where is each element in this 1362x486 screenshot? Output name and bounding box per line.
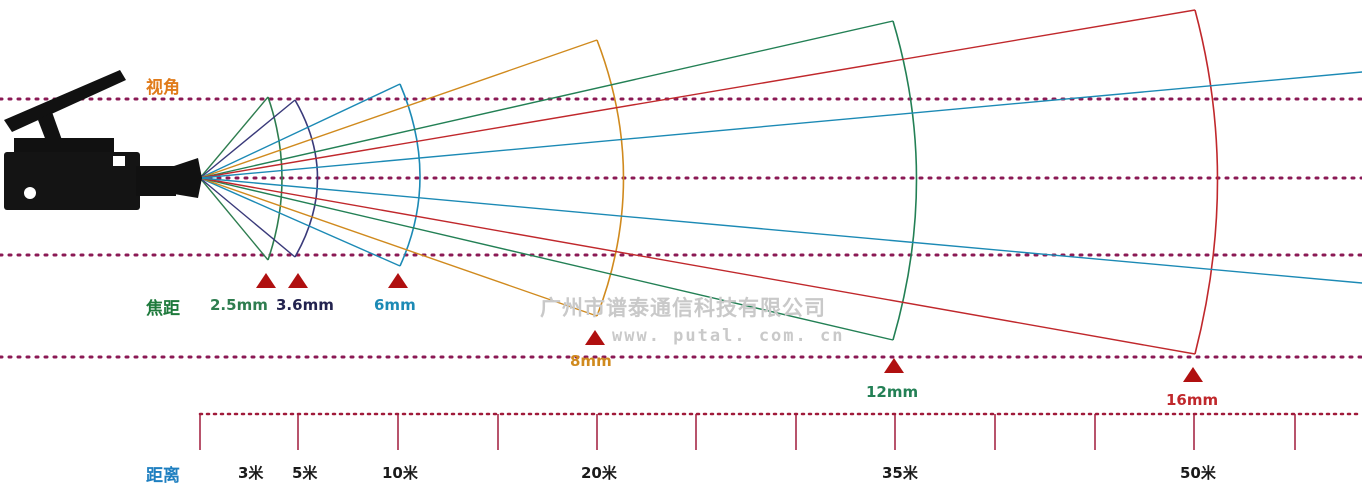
cone-8mm bbox=[199, 39, 625, 317]
distance-10m: 10米 bbox=[382, 464, 418, 482]
focal-length-label: 焦距 bbox=[146, 299, 180, 319]
focal-markers bbox=[256, 273, 1203, 382]
camera-icon bbox=[4, 70, 202, 210]
watermark-company: 广州市谱泰通信科技有限公司 bbox=[540, 296, 826, 320]
distance-5m: 5米 bbox=[292, 464, 318, 482]
marker-12mm bbox=[884, 358, 904, 373]
distance-ruler bbox=[198, 412, 1362, 450]
focal-label-3.6mm: 3.6mm bbox=[276, 296, 334, 314]
long-rays bbox=[199, 71, 1362, 284]
marker-6mm bbox=[388, 273, 408, 288]
fov-cones bbox=[199, 9, 1362, 355]
distance-35m: 35米 bbox=[882, 464, 918, 482]
distance-50m: 50米 bbox=[1180, 464, 1216, 482]
distance-3m: 3米 bbox=[238, 464, 264, 482]
focal-label-12mm: 12mm bbox=[866, 383, 919, 401]
view-angle-label: 视角 bbox=[146, 78, 180, 98]
distance-label: 距离 bbox=[146, 466, 180, 486]
guide-lines bbox=[0, 97, 1362, 359]
focal-label-6mm: 6mm bbox=[374, 296, 416, 314]
focal-label-16mm: 16mm bbox=[1166, 391, 1219, 409]
distance-20m: 20米 bbox=[581, 464, 617, 482]
cone-12mm bbox=[199, 20, 918, 341]
marker-8mm bbox=[585, 330, 605, 345]
marker-2.5mm bbox=[256, 273, 276, 288]
focal-label-2.5mm: 2.5mm bbox=[210, 296, 268, 314]
watermark-url: www. putal. com. cn bbox=[612, 326, 845, 346]
focal-label-8mm: 8mm bbox=[570, 352, 612, 370]
marker-3.6mm bbox=[288, 273, 308, 288]
cone-2.5mm bbox=[199, 96, 283, 261]
cone-3.6mm bbox=[199, 99, 319, 258]
cone-16mm bbox=[199, 9, 1219, 355]
marker-16mm bbox=[1183, 367, 1203, 382]
